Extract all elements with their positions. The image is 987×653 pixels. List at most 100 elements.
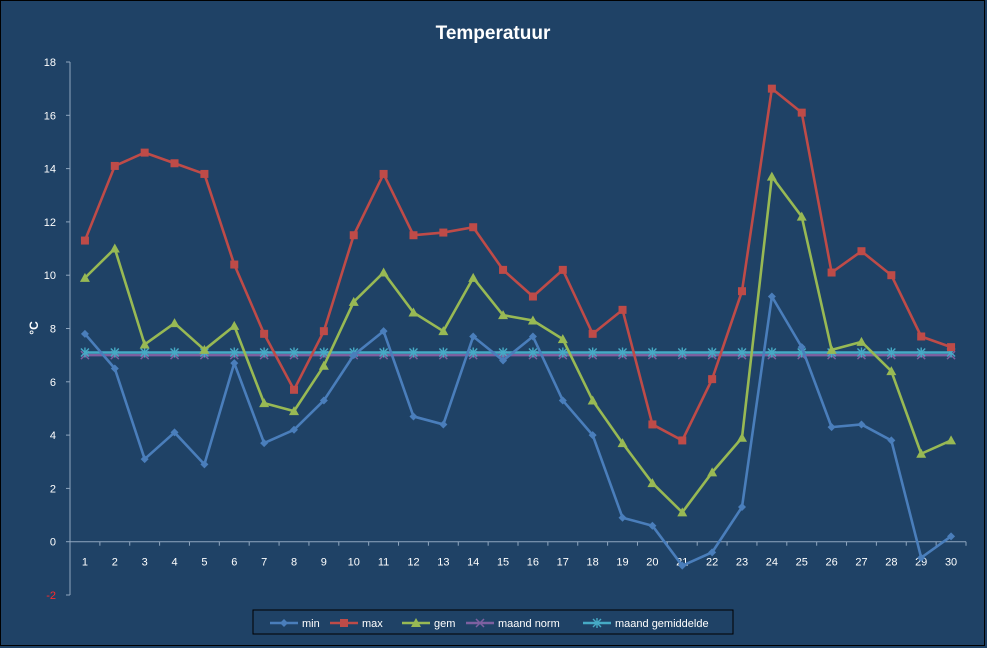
data-point-min bbox=[260, 439, 269, 448]
y-tick-label: 8 bbox=[50, 324, 56, 336]
data-point-max bbox=[200, 169, 209, 178]
data-point-max bbox=[887, 271, 896, 280]
data-point-gem bbox=[916, 448, 927, 458]
data-point-max bbox=[738, 287, 746, 296]
legend-label-maand-gemiddelde: maand gemiddelde bbox=[615, 618, 709, 630]
y-tick-label: 4 bbox=[50, 430, 56, 442]
data-point-min bbox=[917, 553, 926, 562]
data-point-min bbox=[200, 460, 209, 469]
y-tick-label: 2 bbox=[50, 483, 56, 495]
data-point-max bbox=[857, 247, 866, 256]
x-tick-label: 24 bbox=[766, 557, 778, 569]
x-tick-label: 23 bbox=[736, 557, 748, 569]
data-point-min bbox=[827, 423, 836, 432]
x-tick-label: 10 bbox=[348, 557, 360, 569]
data-point-maand-gemiddelde bbox=[498, 347, 508, 358]
data-point-gem bbox=[378, 267, 389, 277]
data-point-min bbox=[379, 327, 388, 336]
data-point-min bbox=[170, 428, 179, 437]
x-tick-label: 4 bbox=[171, 557, 177, 569]
data-point-max bbox=[409, 231, 418, 240]
data-point-min bbox=[528, 332, 537, 341]
data-point-gem bbox=[527, 315, 538, 325]
y-tick-label: 14 bbox=[44, 164, 56, 176]
data-point-maand-gemiddelde bbox=[618, 347, 628, 358]
data-point-maand-gemiddelde bbox=[289, 347, 299, 358]
x-tick-label: 16 bbox=[527, 557, 539, 569]
data-point-maand-gemiddelde bbox=[80, 347, 90, 358]
data-point-max bbox=[648, 420, 657, 429]
series-layer bbox=[79, 84, 957, 570]
y-tick-label: 16 bbox=[44, 110, 56, 122]
x-tick-label: 2 bbox=[112, 557, 118, 569]
x-tick-label: 9 bbox=[321, 557, 327, 569]
data-point-max bbox=[140, 148, 149, 157]
data-point-maand-gemiddelde bbox=[438, 347, 448, 358]
data-point-min bbox=[857, 420, 866, 429]
data-point-min bbox=[588, 431, 597, 440]
data-point-gem bbox=[289, 406, 299, 416]
data-point-min bbox=[349, 351, 358, 360]
data-point-min bbox=[797, 343, 806, 352]
data-point-max bbox=[827, 268, 836, 277]
data-point-maand-gemiddelde bbox=[767, 347, 777, 358]
data-point-gem bbox=[139, 339, 150, 349]
data-point-maand-gemiddelde bbox=[468, 347, 478, 358]
data-point-gem bbox=[617, 438, 628, 448]
data-point-maand-gemiddelde bbox=[229, 347, 239, 358]
data-point-max bbox=[319, 327, 328, 336]
data-point-max bbox=[230, 260, 239, 269]
legend-marker-maand-gemiddelde bbox=[592, 618, 602, 628]
data-point-maand-gemiddelde bbox=[170, 347, 180, 358]
x-tick-label: 15 bbox=[497, 557, 509, 569]
data-point-max bbox=[469, 223, 478, 232]
x-tick-label: 8 bbox=[291, 557, 297, 569]
data-point-max bbox=[260, 329, 269, 338]
x-tick-label: 29 bbox=[915, 557, 927, 569]
x-tick-label: 14 bbox=[467, 557, 479, 569]
data-point-max bbox=[678, 436, 687, 445]
data-point-min bbox=[319, 396, 328, 405]
x-tick-label: 22 bbox=[706, 557, 718, 569]
legend-marker-max bbox=[340, 619, 348, 627]
data-point-maand-gemiddelde bbox=[140, 347, 150, 358]
x-tick-label: 1 bbox=[82, 557, 88, 569]
data-point-gem bbox=[259, 398, 270, 408]
data-point-max bbox=[917, 332, 926, 341]
y-tick-label: 18 bbox=[44, 57, 56, 69]
data-point-min bbox=[887, 436, 896, 445]
data-point-gem bbox=[557, 334, 568, 344]
data-point-max bbox=[80, 236, 89, 245]
data-point-max bbox=[439, 228, 448, 237]
x-tick-label: 25 bbox=[796, 557, 808, 569]
chart-title: Temperatuur bbox=[436, 23, 551, 44]
data-point-min bbox=[230, 359, 239, 368]
series-line-max bbox=[83, 87, 952, 442]
data-point-gem bbox=[199, 344, 210, 354]
data-point-max bbox=[558, 265, 567, 274]
x-tick-label: 17 bbox=[557, 557, 569, 569]
data-point-max bbox=[528, 292, 537, 301]
data-point-max bbox=[499, 265, 508, 274]
legend-item-maand-gemiddelde: maand gemiddelde bbox=[583, 618, 709, 630]
data-point-min bbox=[558, 396, 567, 405]
data-point-maand-gemiddelde bbox=[408, 347, 418, 358]
data-point-maand-gemiddelde bbox=[737, 347, 747, 358]
data-point-min bbox=[499, 356, 508, 365]
x-tick-label: 18 bbox=[587, 557, 599, 569]
data-point-maand-gemiddelde bbox=[677, 347, 687, 358]
data-point-gem bbox=[169, 318, 180, 328]
data-point-max bbox=[170, 159, 179, 168]
x-tick-label: 11 bbox=[378, 557, 389, 569]
x-tick-label: 7 bbox=[261, 557, 267, 569]
data-point-gem bbox=[946, 435, 957, 445]
data-point-min bbox=[708, 548, 717, 557]
legend-item-maand-norm: maand norm bbox=[466, 618, 560, 630]
x-tick-label: 3 bbox=[142, 557, 148, 569]
data-point-gem bbox=[408, 307, 419, 317]
legend-item-max: max bbox=[330, 618, 383, 630]
data-point-min bbox=[439, 420, 448, 429]
